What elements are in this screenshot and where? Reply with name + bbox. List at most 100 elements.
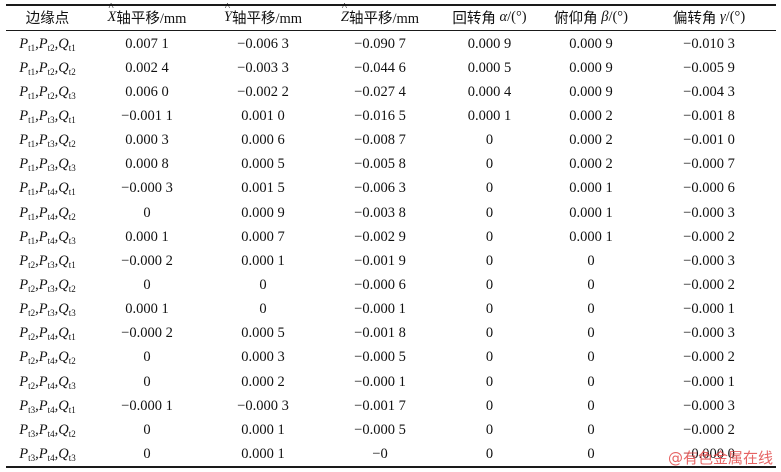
- edge-point-cell: Pt1,Pt3,Qt1: [19, 107, 76, 125]
- cell-x: 0.000 8: [125, 156, 169, 173]
- table-row: Pt1,Pt4,Qt3 0.000 1 0.000 7 −0.002 9 0 0.000 …: [6, 225, 776, 249]
- cell-y: 0.000 9: [241, 204, 285, 221]
- cell-a: 0.000 5: [467, 59, 512, 76]
- table-row: Pt1,Pt3,Qt3 0.000 8 0.000 5 −0.005 8 0 0.000 …: [6, 153, 776, 177]
- cell-a: 0: [485, 132, 494, 149]
- cell-a: 0: [485, 325, 494, 342]
- edge-point-cell: Pt1,Pt4,Qt2: [19, 204, 76, 222]
- cell-x: 0: [143, 276, 151, 293]
- cell-b: 0: [587, 252, 595, 269]
- table-header-rule: [6, 30, 776, 31]
- header-yaw-angle: 偏转角 γ/(°): [642, 5, 776, 30]
- cell-y: 0.001 5: [241, 180, 285, 197]
- cell-a: 0: [485, 301, 494, 318]
- edge-point-cell: Pt3,Pt4,Qt2: [19, 421, 76, 439]
- cell-g: −0.000 3: [683, 204, 735, 221]
- edge-point-cell: Pt1,Pt4,Qt3: [19, 228, 76, 246]
- cell-x: 0.006 0: [125, 83, 169, 100]
- cell-y: 0.000 6: [241, 132, 285, 149]
- header-pitch-unit: /(°): [608, 9, 628, 25]
- edge-point-cell: Pt1,Pt2,Qt3: [19, 83, 76, 101]
- header-pitch-prefix: 俯仰角: [554, 11, 598, 27]
- cell-z: −0.001 8: [354, 325, 406, 342]
- edge-point-cell: Pt2,Pt4,Qt2: [19, 349, 76, 367]
- cell-x: 0: [143, 204, 151, 221]
- edge-point-cell: Pt2,Pt3,Qt3: [19, 301, 76, 319]
- cell-y: 0.000 3: [241, 349, 285, 366]
- cell-a: 0: [485, 204, 494, 221]
- cell-x: 0.000 1: [125, 228, 169, 245]
- edge-point-cell: Pt1,Pt3,Qt2: [19, 132, 76, 150]
- cell-b: 0: [587, 325, 595, 342]
- cell-b: 0: [587, 421, 595, 438]
- edge-point-cell: Pt2,Pt3,Qt1: [19, 252, 76, 270]
- cell-a: 0: [485, 349, 494, 366]
- cell-x: −0.000 2: [121, 325, 173, 342]
- table-row: Pt3,Pt4,Qt1 −0.000 1 −0.000 3 −0.001 7 0 0 −0.…: [6, 394, 776, 418]
- cell-g: −0.000 3: [683, 397, 735, 414]
- edge-point-cell: Pt1,Pt2,Qt2: [19, 59, 76, 77]
- cell-a: 0.000 1: [467, 107, 512, 124]
- cell-b: 0: [587, 373, 595, 390]
- edge-point-cell: Pt1,Pt4,Qt1: [19, 180, 76, 198]
- cell-z: −0.000 5: [354, 349, 406, 366]
- cell-g: −0.000 1: [683, 301, 735, 318]
- cell-b: 0: [587, 445, 595, 462]
- table-row: Pt1,Pt4,Qt1 −0.000 3 0.001 5 −0.006 3 0 0.000…: [6, 177, 776, 201]
- cell-y: −0.002 2: [237, 83, 289, 100]
- cell-z: −0.016 5: [354, 107, 406, 124]
- table-bottom-rule: [6, 466, 776, 468]
- cell-b: 0.000 2: [569, 107, 613, 124]
- header-roll-prefix: 回转角: [452, 11, 496, 27]
- cell-b: 0.000 2: [569, 156, 613, 173]
- header-z-var: Z: [341, 1, 349, 26]
- cell-g: −0.001 0: [683, 132, 735, 149]
- table-top-rule: [6, 4, 776, 6]
- table-row: Pt2,Pt4,Qt1 −0.000 2 0.000 5 −0.001 8 0 0 −0.0…: [6, 322, 776, 346]
- cell-y: 0.000 1: [241, 252, 285, 269]
- cell-a: 0: [485, 228, 494, 245]
- cell-a: 0: [485, 397, 494, 414]
- cell-z: −0.027 4: [354, 83, 406, 100]
- cell-a: 0: [485, 276, 494, 293]
- header-yaw-prefix: 偏转角: [672, 11, 717, 27]
- header-x-suffix: 轴平移/mm: [116, 11, 187, 27]
- watermark: @有色金属在线: [667, 449, 773, 467]
- cell-x: −0.000 2: [121, 252, 173, 269]
- cell-y: 0.000 5: [241, 325, 285, 342]
- header-pitch-var: β: [601, 9, 609, 25]
- cell-g: −0.000 3: [683, 325, 735, 342]
- edge-point-cell: Pt3,Pt4,Qt3: [19, 445, 76, 463]
- cell-z: −0: [372, 445, 388, 462]
- cell-y: −0.003 3: [237, 59, 289, 76]
- cell-a: 0: [485, 373, 494, 390]
- header-pitch-angle: 俯仰角 β/(°): [540, 5, 642, 30]
- cell-x: −0.000 1: [121, 397, 173, 414]
- cell-y: 0.000 1: [241, 445, 285, 462]
- cell-z: −0.000 1: [354, 301, 406, 318]
- cell-b: 0.000 9: [569, 35, 613, 52]
- header-roll-unit: /(°): [507, 9, 527, 25]
- cell-g: −0.000 6: [683, 180, 735, 197]
- cell-y: 0.000 2: [241, 373, 285, 390]
- cell-y: 0: [259, 276, 267, 293]
- cell-x: 0: [143, 373, 151, 390]
- cell-g: −0.000 2: [683, 276, 735, 293]
- header-yaw-var: γ: [719, 9, 726, 25]
- cell-z: −0.008 7: [354, 132, 406, 149]
- cell-x: 0.000 3: [125, 132, 169, 149]
- cell-g: −0.010 3: [683, 35, 735, 52]
- cell-z: −0.044 6: [354, 59, 406, 76]
- header-y-suffix: 轴平移/mm: [231, 11, 303, 27]
- cell-a: 0.000 4: [467, 83, 512, 100]
- header-x-var: X: [108, 1, 117, 26]
- cell-g: −0.005 9: [683, 59, 735, 76]
- cell-g: −0.000 2: [683, 349, 735, 366]
- table-row: Pt1,Pt3,Qt1 −0.001 1 0.001 0 −0.016 5 0.000 …: [6, 104, 776, 128]
- cell-b: 0: [587, 349, 595, 366]
- edge-point-cell: Pt2,Pt3,Qt2: [19, 276, 76, 294]
- header-edge-point: 边缘点: [25, 11, 70, 27]
- cell-z: −0.001 7: [354, 397, 406, 414]
